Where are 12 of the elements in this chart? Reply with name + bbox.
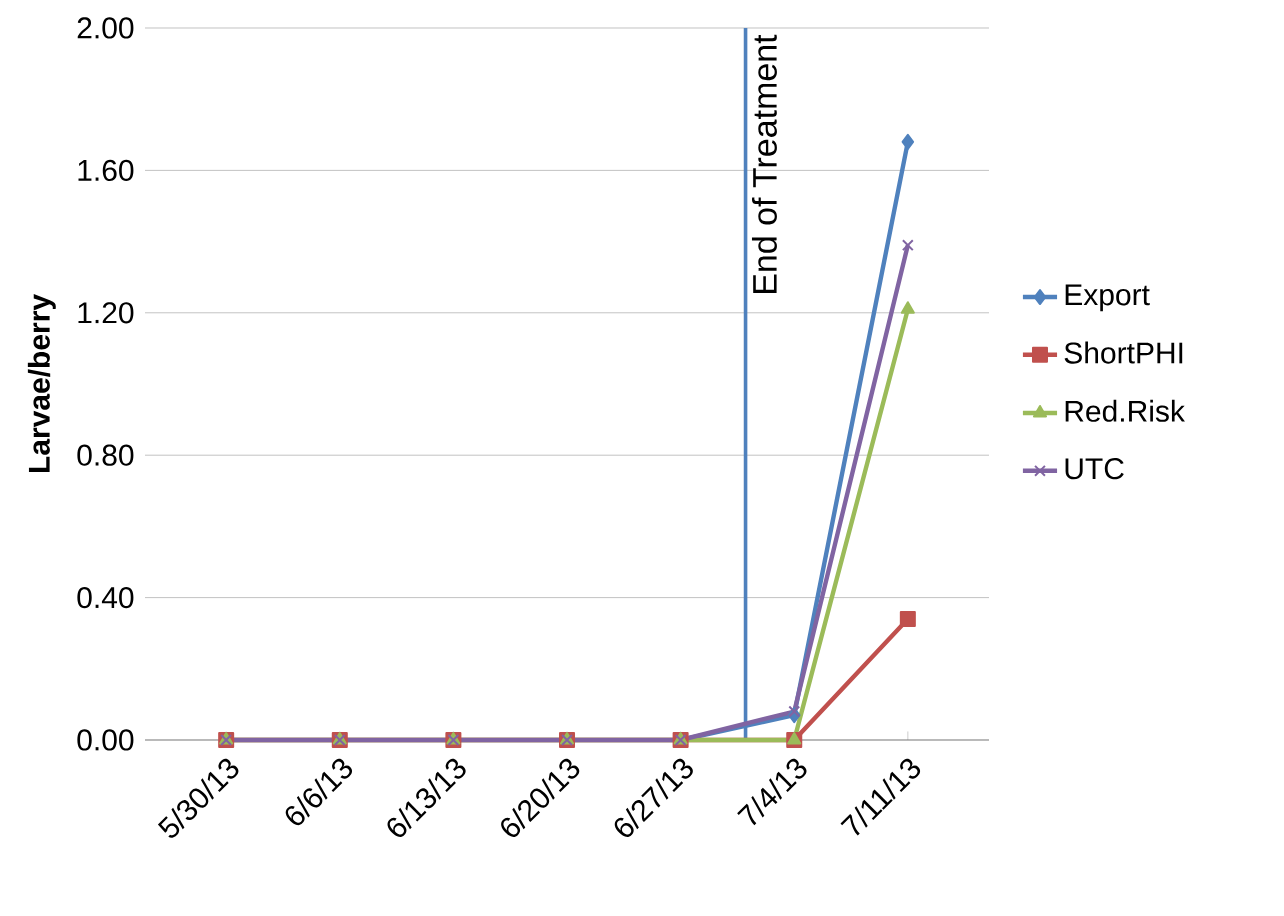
y-tick-label: 1.20 <box>78 302 134 324</box>
legend-label: UTC <box>1065 458 1124 480</box>
y-tick-label: 2.00 <box>77 17 134 39</box>
ref-line-label: End of Treatment <box>751 34 777 294</box>
y-tick-label: 0.00 <box>77 729 134 751</box>
legend-label: Export <box>1065 284 1150 312</box>
legend-label: ShortPHI <box>1064 341 1183 364</box>
y-tick-label: 1.60 <box>78 159 134 181</box>
y-tick-label: 0.80 <box>77 444 134 466</box>
legend-label: Red.Risk <box>1065 399 1185 422</box>
y-tick-label: 0.40 <box>77 586 134 609</box>
y-axis-title: Larvae/berry <box>27 294 56 473</box>
